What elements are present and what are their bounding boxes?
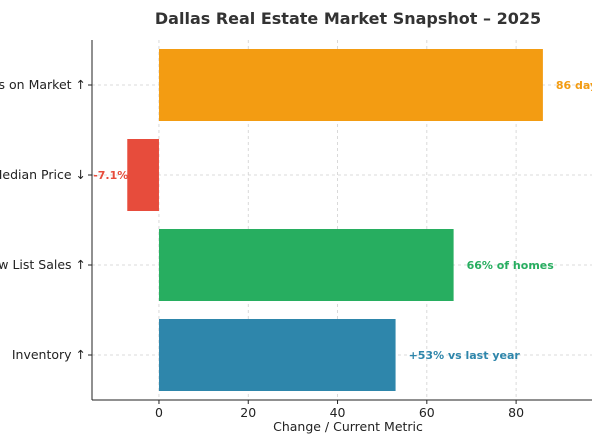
bar <box>127 139 159 211</box>
x-tick-label: 0 <box>155 405 163 420</box>
x-axis-label: Change / Current Metric <box>273 419 423 434</box>
data-label: -7.1% <box>93 169 128 182</box>
data-label: 86 days <box>556 79 592 92</box>
bar <box>158 49 543 121</box>
data-label: 66% of homes <box>467 259 555 272</box>
chart-title: Dallas Real Estate Market Snapshot – 202… <box>155 9 541 28</box>
category-label: Below List Sales ↑ <box>0 257 86 272</box>
data-label: +53% vs last year <box>409 349 521 362</box>
x-tick-label: 20 <box>240 405 256 420</box>
bars <box>127 49 543 391</box>
bar <box>158 319 396 391</box>
category-label: Inventory ↑ <box>12 347 86 362</box>
category-label: Median Price ↓ <box>0 167 86 182</box>
x-tick-label: 80 <box>508 405 524 420</box>
labels: Days on Market ↑ 86 days Median Price ↓ -7.… <box>0 77 592 362</box>
bar <box>158 229 454 301</box>
x-tick-label: 60 <box>419 405 435 420</box>
axes: 0 20 40 60 80 <box>88 40 592 420</box>
x-tick-label: 40 <box>330 405 346 420</box>
category-label: Days on Market ↑ <box>0 77 86 92</box>
